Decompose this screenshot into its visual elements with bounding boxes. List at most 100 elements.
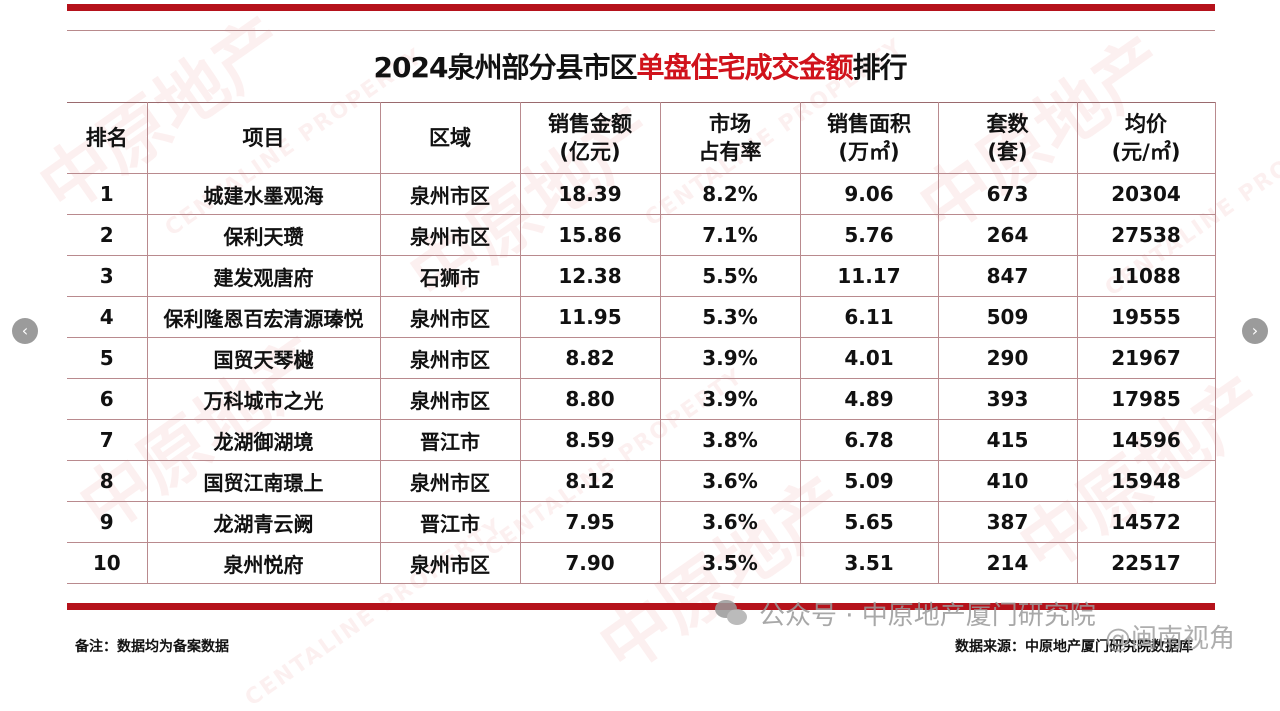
rank-cell: 7 [67, 419, 148, 461]
project-cell: 建发观唐府 [146, 255, 381, 297]
rank-cell: 2 [67, 214, 148, 256]
table-row: 2 保利天瓒 泉州市区 15.86 7.1% 5.76 264 27538 [67, 214, 1216, 256]
units-cell: 673 [937, 173, 1078, 215]
units-cell: 214 [937, 542, 1078, 584]
previous-image-button[interactable]: ‹ [12, 318, 38, 344]
top-accent-bar [67, 4, 1215, 11]
column-header-line2: (亿元) [559, 140, 621, 164]
sales-area-cell: 5.76 [799, 214, 939, 256]
market-share-cell: 3.9% [659, 337, 801, 379]
title-prefix: 2024泉州部分县市区 [373, 51, 638, 84]
region-cell: 泉州市区 [379, 337, 521, 379]
project-cell: 龙湖青云阙 [146, 501, 381, 543]
sales-area-cell: 3.51 [799, 542, 939, 584]
wechat-watermark-text: 公众号 · 中原地产厦门研究院 [759, 601, 1096, 631]
sales-amount-cell: 15.86 [519, 214, 661, 256]
sales-area-cell: 11.17 [799, 255, 939, 297]
rank-cell: 5 [67, 337, 148, 379]
avg-price-cell: 14572 [1076, 501, 1216, 543]
sales-amount-cell: 7.95 [519, 501, 661, 543]
table-row: 6 万科城市之光 泉州市区 8.80 3.9% 4.89 393 17985 [67, 378, 1216, 420]
column-header-line2: (套) [987, 140, 1028, 164]
region-cell: 泉州市区 [379, 296, 521, 338]
next-image-button[interactable]: › [1242, 318, 1268, 344]
table-row: 4 保利隆恩百宏清源瑧悦 泉州市区 11.95 5.3% 6.11 509 19555 [67, 296, 1216, 338]
units-cell: 264 [937, 214, 1078, 256]
units-cell: 290 [937, 337, 1078, 379]
market-share-cell: 3.8% [659, 419, 801, 461]
avg-price-cell: 15948 [1076, 460, 1216, 502]
column-header-line2: (万㎡) [838, 140, 900, 164]
column-header: 排名 [67, 102, 148, 174]
project-cell: 龙湖御湖境 [146, 419, 381, 461]
project-cell: 万科城市之光 [146, 378, 381, 420]
column-header: 项目 [146, 102, 381, 174]
market-share-cell: 3.6% [659, 460, 801, 502]
sales-area-cell: 5.09 [799, 460, 939, 502]
table-row: 10 泉州悦府 泉州市区 7.90 3.5% 3.51 214 22517 [67, 542, 1216, 584]
region-cell: 泉州市区 [379, 460, 521, 502]
avg-price-cell: 11088 [1076, 255, 1216, 297]
region-cell: 泉州市区 [379, 214, 521, 256]
column-header-line1: 销售金额 [548, 112, 632, 136]
market-share-cell: 5.5% [659, 255, 801, 297]
chevron-right-icon: › [1251, 321, 1259, 340]
avg-price-cell: 14596 [1076, 419, 1216, 461]
project-cell: 保利隆恩百宏清源瑧悦 [146, 296, 381, 338]
sales-amount-cell: 8.80 [519, 378, 661, 420]
table-row: 3 建发观唐府 石狮市 12.38 5.5% 11.17 847 11088 [67, 255, 1216, 297]
avg-price-cell: 17985 [1076, 378, 1216, 420]
weibo-watermark: @闽南视角 [1105, 624, 1236, 654]
table-row: 7 龙湖御湖境 晋江市 8.59 3.8% 6.78 415 14596 [67, 419, 1216, 461]
sales-amount-cell: 8.59 [519, 419, 661, 461]
rank-cell: 6 [67, 378, 148, 420]
column-header-line2: 占有率 [698, 140, 762, 164]
top-divider [67, 30, 1215, 31]
rank-cell: 10 [67, 542, 148, 584]
region-cell: 石狮市 [379, 255, 521, 297]
region-cell: 晋江市 [379, 501, 521, 543]
region-cell: 泉州市区 [379, 173, 521, 215]
avg-price-cell: 19555 [1076, 296, 1216, 338]
wechat-watermark: 公众号 · 中原地产厦门研究院 [715, 595, 1096, 632]
column-header-line1: 套数 [986, 112, 1029, 136]
chevron-left-icon: ‹ [21, 321, 29, 340]
project-cell: 城建水墨观海 [146, 173, 381, 215]
rank-cell: 8 [67, 460, 148, 502]
avg-price-cell: 20304 [1076, 173, 1216, 215]
region-cell: 晋江市 [379, 419, 521, 461]
column-header-line1: 均价 [1125, 112, 1167, 136]
column-header-line1: 区域 [429, 126, 471, 150]
units-cell: 387 [937, 501, 1078, 543]
sales-amount-cell: 8.82 [519, 337, 661, 379]
sales-area-cell: 5.65 [799, 501, 939, 543]
sales-area-cell: 4.01 [799, 337, 939, 379]
title-highlight: 单盘住宅成交金额 [636, 51, 853, 84]
avg-price-cell: 27538 [1076, 214, 1216, 256]
column-header: 销售金额 (亿元) [519, 102, 661, 174]
data-source: 数据来源：中原地产厦门研究院数据库 [955, 639, 1193, 655]
column-header-line1: 项目 [242, 126, 285, 150]
units-cell: 847 [937, 255, 1078, 297]
column-header: 套数 (套) [937, 102, 1078, 174]
column-header: 市场 占有率 [659, 102, 801, 174]
project-cell: 保利天瓒 [146, 214, 381, 256]
sales-amount-cell: 7.90 [519, 542, 661, 584]
units-cell: 393 [937, 378, 1078, 420]
rank-cell: 4 [67, 296, 148, 338]
sales-amount-cell: 8.12 [519, 460, 661, 502]
market-share-cell: 5.3% [659, 296, 801, 338]
sales-area-cell: 6.11 [799, 296, 939, 338]
market-share-cell: 3.5% [659, 542, 801, 584]
column-header-line1: 排名 [85, 126, 128, 150]
units-cell: 509 [937, 296, 1078, 338]
units-cell: 415 [937, 419, 1078, 461]
sales-area-cell: 4.89 [799, 378, 939, 420]
rank-cell: 3 [67, 255, 148, 297]
column-header-line1: 销售面积 [827, 112, 911, 136]
market-share-cell: 3.9% [659, 378, 801, 420]
avg-price-cell: 21967 [1076, 337, 1216, 379]
table-row: 5 国贸天琴樾 泉州市区 8.82 3.9% 4.01 290 21967 [67, 337, 1216, 379]
table-row: 9 龙湖青云阙 晋江市 7.95 3.6% 5.65 387 14572 [67, 501, 1216, 543]
avg-price-cell: 22517 [1076, 542, 1216, 584]
